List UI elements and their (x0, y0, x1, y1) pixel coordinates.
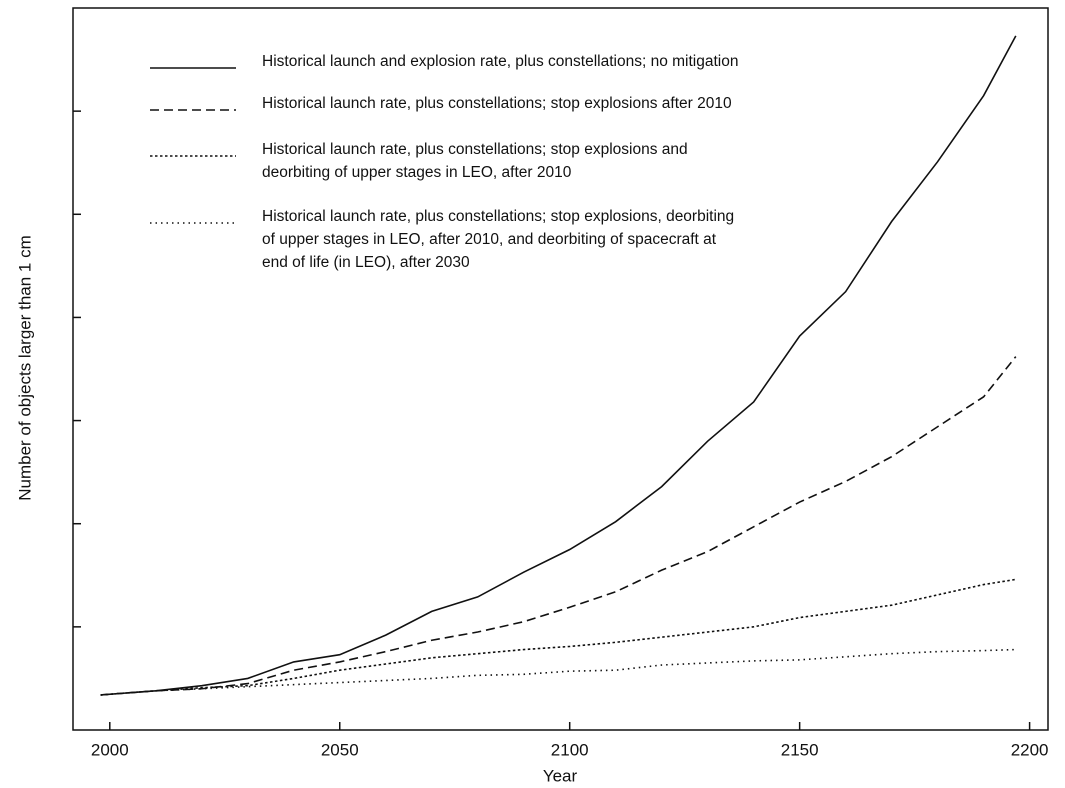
x-tick-label: 2100 (551, 740, 589, 759)
x-tick-label: 2150 (781, 740, 819, 759)
series-line (100, 35, 1017, 696)
series-line (100, 578, 1016, 696)
legend-label: Historical launch and explosion rate, pl… (262, 53, 739, 70)
legend-label: Historical launch rate, plus constellati… (262, 95, 732, 112)
series-line (100, 648, 1016, 696)
legend-label: Historical launch rate, plus constellati… (262, 208, 735, 271)
x-axis-label: Year (543, 766, 578, 785)
x-tick-label: 2000 (91, 740, 129, 759)
x-tick-label: 2050 (321, 740, 359, 759)
y-axis-label: Number of objects larger than 1 cm (15, 235, 34, 501)
plot-frame (72, 7, 1049, 731)
x-tick-label: 2200 (1011, 740, 1049, 759)
legend-label: Historical launch rate, plus constellati… (262, 141, 688, 181)
series-line (100, 356, 1017, 696)
